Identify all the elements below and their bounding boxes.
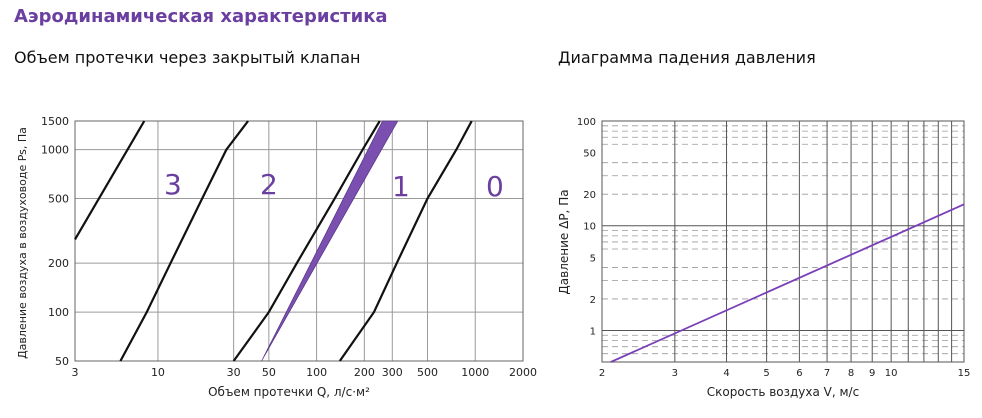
leakage-band [261,120,399,362]
x-tick-label: 9 [869,368,875,379]
x-tick-label: 3 [672,368,678,379]
x-axis-title: Скорость воздуха V, м/с [707,385,859,399]
leakage-line-0 [338,120,473,362]
y-tick-label: 500 [48,193,69,206]
y-tick-label: 100 [48,306,69,319]
y-tick-label: 10 [583,222,596,233]
y-tick-label: 1 [590,326,596,337]
x-tick-label: 2 [599,368,605,379]
x-tick-label: 3 [72,366,79,379]
x-tick-label: 4 [723,368,729,379]
x-axis-title: Объем протечки Q, л/с·м² [208,385,370,399]
right-chart-title: Диаграмма падения давления [558,48,816,67]
y-axis-title: Давление воздуха в воздуховоде Ps, Па [16,127,29,359]
y-tick-label: 2 [590,295,596,306]
pressure-drop-line [610,203,965,363]
x-tick-label: 5 [763,368,769,379]
leakage-line-1 [232,120,381,362]
leakage-line-2 [119,120,249,362]
y-tick-label: 50 [583,149,596,160]
class-label: 2 [260,168,278,201]
y-tick-label: 200 [48,257,69,270]
x-tick-label: 10 [151,366,165,379]
x-tick-label: 30 [227,366,241,379]
x-tick-label: 50 [262,366,276,379]
pressure-drop-chart-group: 2 3 4 5 6 7 8 9 10 15 1 2 5 10 20 50 100 Скорость воздуха… [557,117,970,399]
x-tick-label: 300 [382,366,403,379]
left-chart-title: Объем протечки через закрытый клапан [14,48,361,67]
plot-frame [74,120,524,362]
section-title: Аэродинамическая характеристика [14,6,388,27]
leakage-chart-group: 3 2 1 03 10 30 50 100 200 300 500 1000 2000501002005… [16,115,537,399]
y-tick-label: 1000 [41,144,69,157]
x-tick-label: 100 [306,366,327,379]
class-label: 3 [164,168,182,201]
x-tick-label: 7 [824,368,830,379]
x-tick-label: 6 [796,368,802,379]
x-tick-label: 8 [848,368,854,379]
x-tick-label: 1000 [461,366,489,379]
y-axis-title: Давление ΔP, Па [557,189,571,294]
x-tick-label: 2000 [509,366,537,379]
y-tick-label: 20 [583,190,596,201]
y-tick-label: 50 [55,355,69,368]
x-tick-label: 15 [958,368,971,379]
x-tick-label: 200 [354,366,375,379]
x-tick-label: 10 [885,368,898,379]
y-tick-label: 1500 [41,115,69,128]
leakage-line-3 [74,120,146,240]
y-tick-label: 100 [577,117,596,128]
y-tick-label: 5 [590,253,596,264]
class-label: 0 [486,170,504,203]
x-tick-label: 500 [417,366,438,379]
plot-frame [601,120,965,363]
class-label: 1 [392,170,410,203]
